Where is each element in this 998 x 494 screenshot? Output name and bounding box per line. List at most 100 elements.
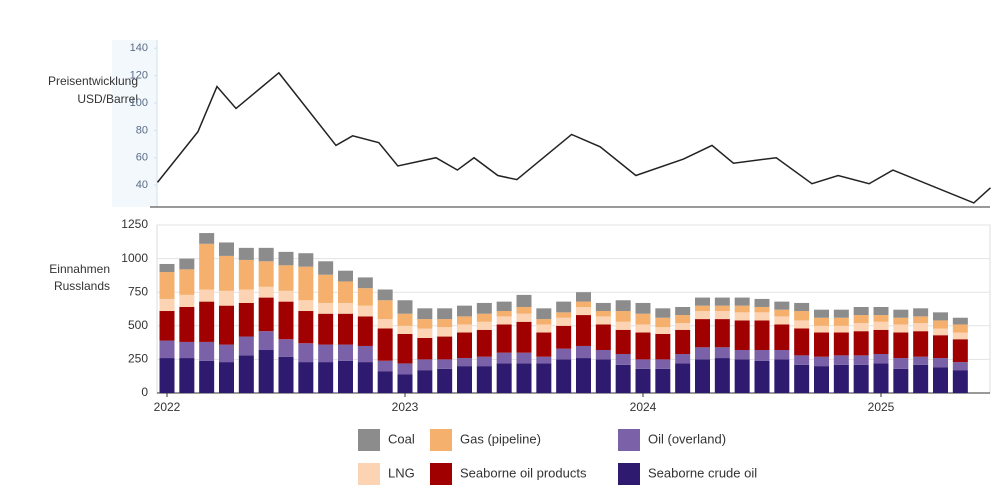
bar-segment: [774, 309, 790, 317]
bar-segment: [615, 329, 631, 355]
bar-segment: [675, 354, 691, 364]
y-tick-label: 1250: [121, 217, 148, 231]
bar-segment: [516, 363, 532, 393]
bar-segment: [536, 332, 552, 357]
bar-segment: [933, 312, 948, 321]
bar-segment: [338, 302, 353, 314]
y-tick-label: 40: [136, 179, 148, 191]
bar-segment: [318, 313, 334, 345]
y-tick-label: 0: [141, 385, 148, 399]
bar-segment: [576, 358, 591, 393]
bar-segment: [219, 362, 234, 393]
bar-segment: [377, 371, 393, 393]
bar-segment: [615, 311, 631, 322]
bar-segment: [655, 308, 671, 318]
legend-label: LNG: [388, 465, 415, 480]
bar-segment: [536, 363, 552, 393]
bar-segment: [615, 364, 631, 393]
bar-segment: [893, 332, 909, 359]
legend-label: Oil (overland): [648, 431, 726, 446]
bar-segment: [417, 328, 433, 338]
bar-segment: [159, 298, 175, 312]
bar-segment: [238, 289, 254, 303]
bar-segment: [635, 368, 651, 393]
bar-segment: [952, 370, 968, 393]
bar-segment: [278, 265, 294, 291]
bar-segment: [754, 349, 770, 361]
bar-segment: [179, 269, 195, 295]
bar-segment: [556, 312, 572, 318]
bar-segment: [893, 324, 909, 333]
bar-segment: [833, 355, 849, 365]
y-tick-label: 500: [128, 318, 148, 332]
bar-segment: [675, 329, 691, 355]
bar-segment: [357, 345, 373, 363]
bar-segment: [219, 344, 234, 363]
bar-segment: [595, 359, 611, 393]
bar-segment: [794, 320, 810, 329]
bar-segment: [397, 333, 413, 364]
bar-segment: [338, 270, 353, 282]
bar-segment: [318, 261, 334, 275]
bar-segment: [338, 313, 353, 345]
bar-segment: [734, 349, 750, 360]
bar-segment: [556, 359, 572, 393]
bar-segment: [754, 298, 770, 307]
bar-segment: [893, 368, 909, 393]
bar-segment: [556, 301, 572, 313]
bar-segment: [754, 320, 770, 350]
y-tick-label: 100: [130, 97, 148, 109]
bar-segment: [853, 323, 869, 332]
bar-segment: [437, 368, 453, 393]
legend-swatch: [618, 429, 640, 451]
bar-segment: [516, 321, 532, 353]
bar-segment: [655, 368, 671, 393]
bar-segment: [476, 321, 492, 330]
bar-segment: [278, 251, 294, 266]
bar-segment: [397, 374, 413, 393]
legend-label: Seaborne crude oil: [648, 465, 757, 480]
bar-segment: [794, 311, 810, 321]
bar-segment: [695, 347, 710, 360]
bar-segment: [695, 305, 710, 312]
bar-segment: [774, 301, 790, 310]
bar-segment: [219, 242, 234, 256]
bar-segment: [675, 306, 691, 316]
bar-segment: [933, 320, 948, 329]
bar-segment: [318, 344, 334, 363]
y-tick-label: 140: [130, 42, 148, 54]
legend-swatch: [618, 463, 640, 485]
bar-segment: [516, 352, 532, 364]
bar-segment: [893, 317, 909, 325]
bar-segment: [853, 315, 869, 324]
bar-segment: [635, 332, 651, 360]
y-tick-label: 1000: [121, 251, 148, 265]
y-axis-label: Einnahmen: [49, 262, 110, 276]
bar-segment: [258, 261, 274, 287]
bar-segment: [873, 363, 889, 393]
bar-segment: [734, 305, 750, 313]
bar-segment: [437, 336, 453, 360]
bar-segment: [576, 306, 591, 316]
bar-segment: [278, 339, 294, 357]
bar-segment: [913, 316, 929, 324]
bar-segment: [754, 306, 770, 313]
bar-segment: [219, 255, 234, 291]
bar-segment: [952, 317, 968, 325]
bar-segment: [873, 315, 889, 322]
bar-segment: [853, 355, 869, 365]
bar-segment: [814, 309, 829, 318]
bar-segment: [476, 366, 492, 393]
bar-segment: [873, 329, 889, 355]
bar-segment: [595, 302, 611, 312]
bar-segment: [298, 266, 314, 301]
bar-segment: [536, 319, 552, 325]
bar-segment: [635, 324, 651, 333]
bar-segment: [437, 319, 453, 328]
bar-segment: [695, 359, 710, 393]
bar-segment: [357, 277, 373, 289]
bar-segment: [258, 297, 274, 332]
bar-segment: [496, 301, 512, 312]
bar-segment: [179, 341, 195, 359]
bar-segment: [397, 325, 413, 334]
